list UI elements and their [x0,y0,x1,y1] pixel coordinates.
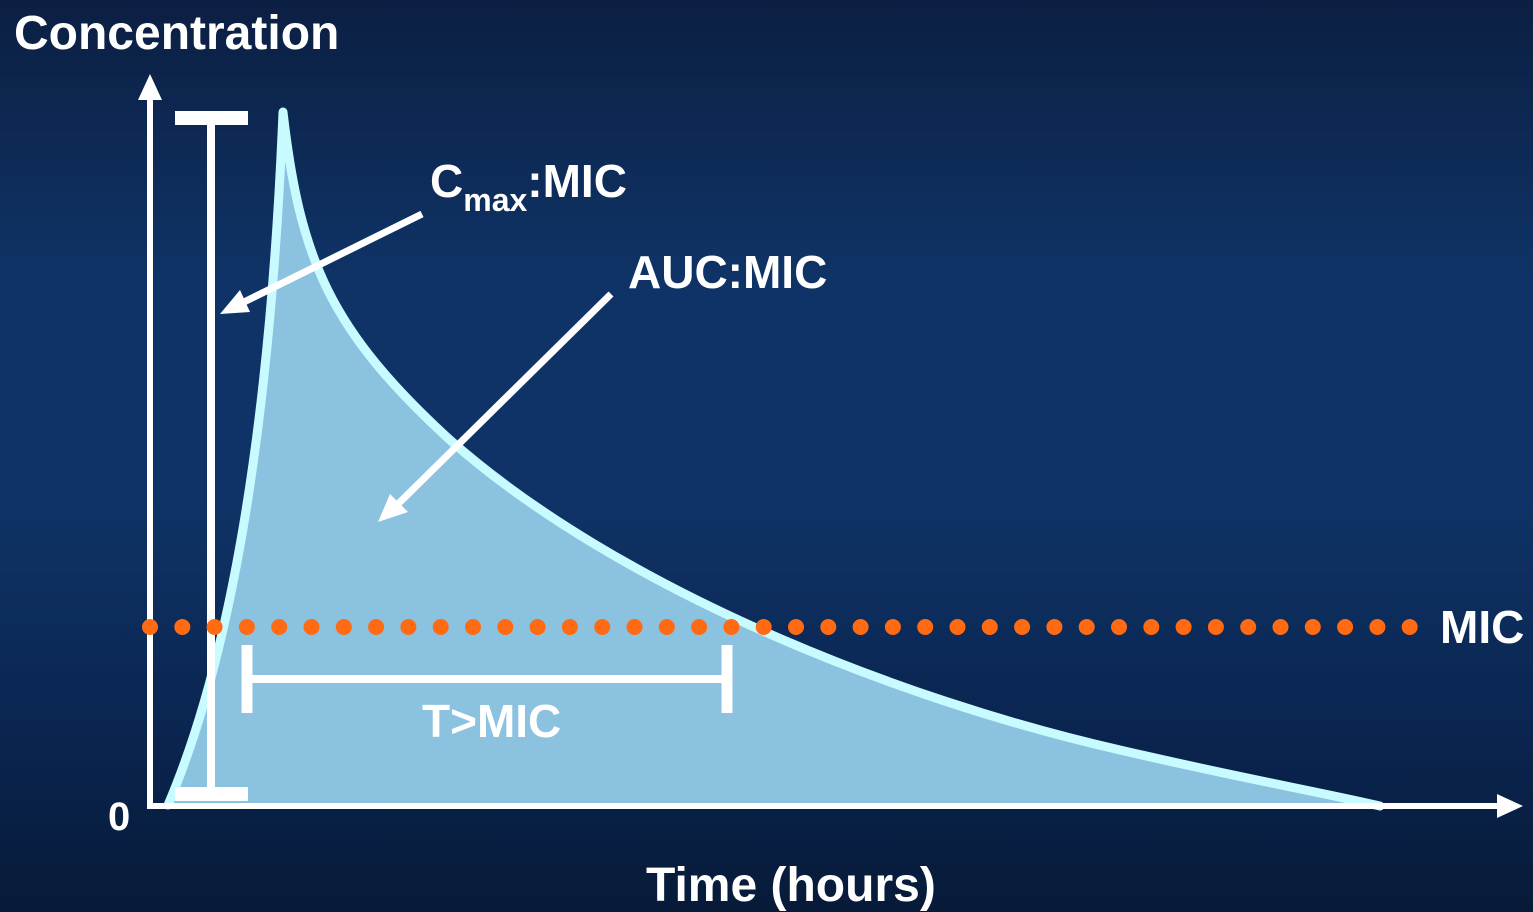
mic-dot [1304,619,1321,635]
mic-threshold-line [142,619,1418,635]
mic-dot [658,619,675,635]
cmax-arrow [220,210,424,314]
mic-dot [206,619,223,635]
origin-label: 0 [108,795,130,839]
mic-dot [626,619,643,635]
cmax-suffix: :MIC [527,155,627,207]
y-axis-label: Concentration [14,7,339,60]
mic-dot [1272,619,1289,635]
concentration-curve [163,107,1385,811]
mic-dot [271,619,288,635]
mic-dot [142,619,158,635]
mic-dot [820,619,837,635]
mic-dot [561,619,578,635]
mic-dot [1143,619,1160,635]
mic-dot [1175,619,1192,635]
time-above-mic-label: T>MIC [422,695,561,747]
mic-dot [884,619,901,635]
y-axis-arrowhead [138,74,162,100]
mic-dot [1369,619,1386,635]
mic-label: MIC [1440,601,1524,653]
mic-dot [400,619,417,635]
cmax-c: C [430,155,463,207]
mic-dot [1111,619,1127,635]
auc-mic-label: AUC:MIC [628,246,827,298]
time-above-mic-bracket [241,645,733,713]
mic-dot [852,619,869,635]
mic-dot [1078,619,1095,635]
mic-dot [594,619,611,635]
mic-dot [1014,619,1031,635]
mic-dot [1240,619,1257,635]
mic-dot [497,619,514,635]
mic-dot [949,619,966,635]
mic-dot [1401,619,1418,635]
mic-dot [174,619,191,635]
mic-dot [691,619,708,635]
mic-dot [1046,619,1063,635]
mic-dot [1207,619,1224,635]
mic-dot [303,619,320,635]
cmax-bracket [175,111,248,801]
mic-dot [529,619,546,635]
mic-dot [432,619,449,635]
x-axis-label: Time (hours) [646,859,936,912]
x-axis-arrowhead [1497,794,1523,818]
cmax-mic-label: Cmax:MIC [430,155,627,218]
mic-dot [917,619,934,635]
mic-dot [755,619,772,635]
mic-dot [238,619,255,635]
mic-dot [368,619,385,635]
mic-dot [981,619,998,635]
mic-dot [723,619,740,635]
auc-area [168,112,1380,806]
mic-dot [1337,619,1354,635]
mic-dot [335,619,352,635]
mic-dot [465,619,481,635]
cmax-subscript: max [463,182,527,218]
auc-arrow [378,291,614,522]
mic-dot [788,619,804,635]
